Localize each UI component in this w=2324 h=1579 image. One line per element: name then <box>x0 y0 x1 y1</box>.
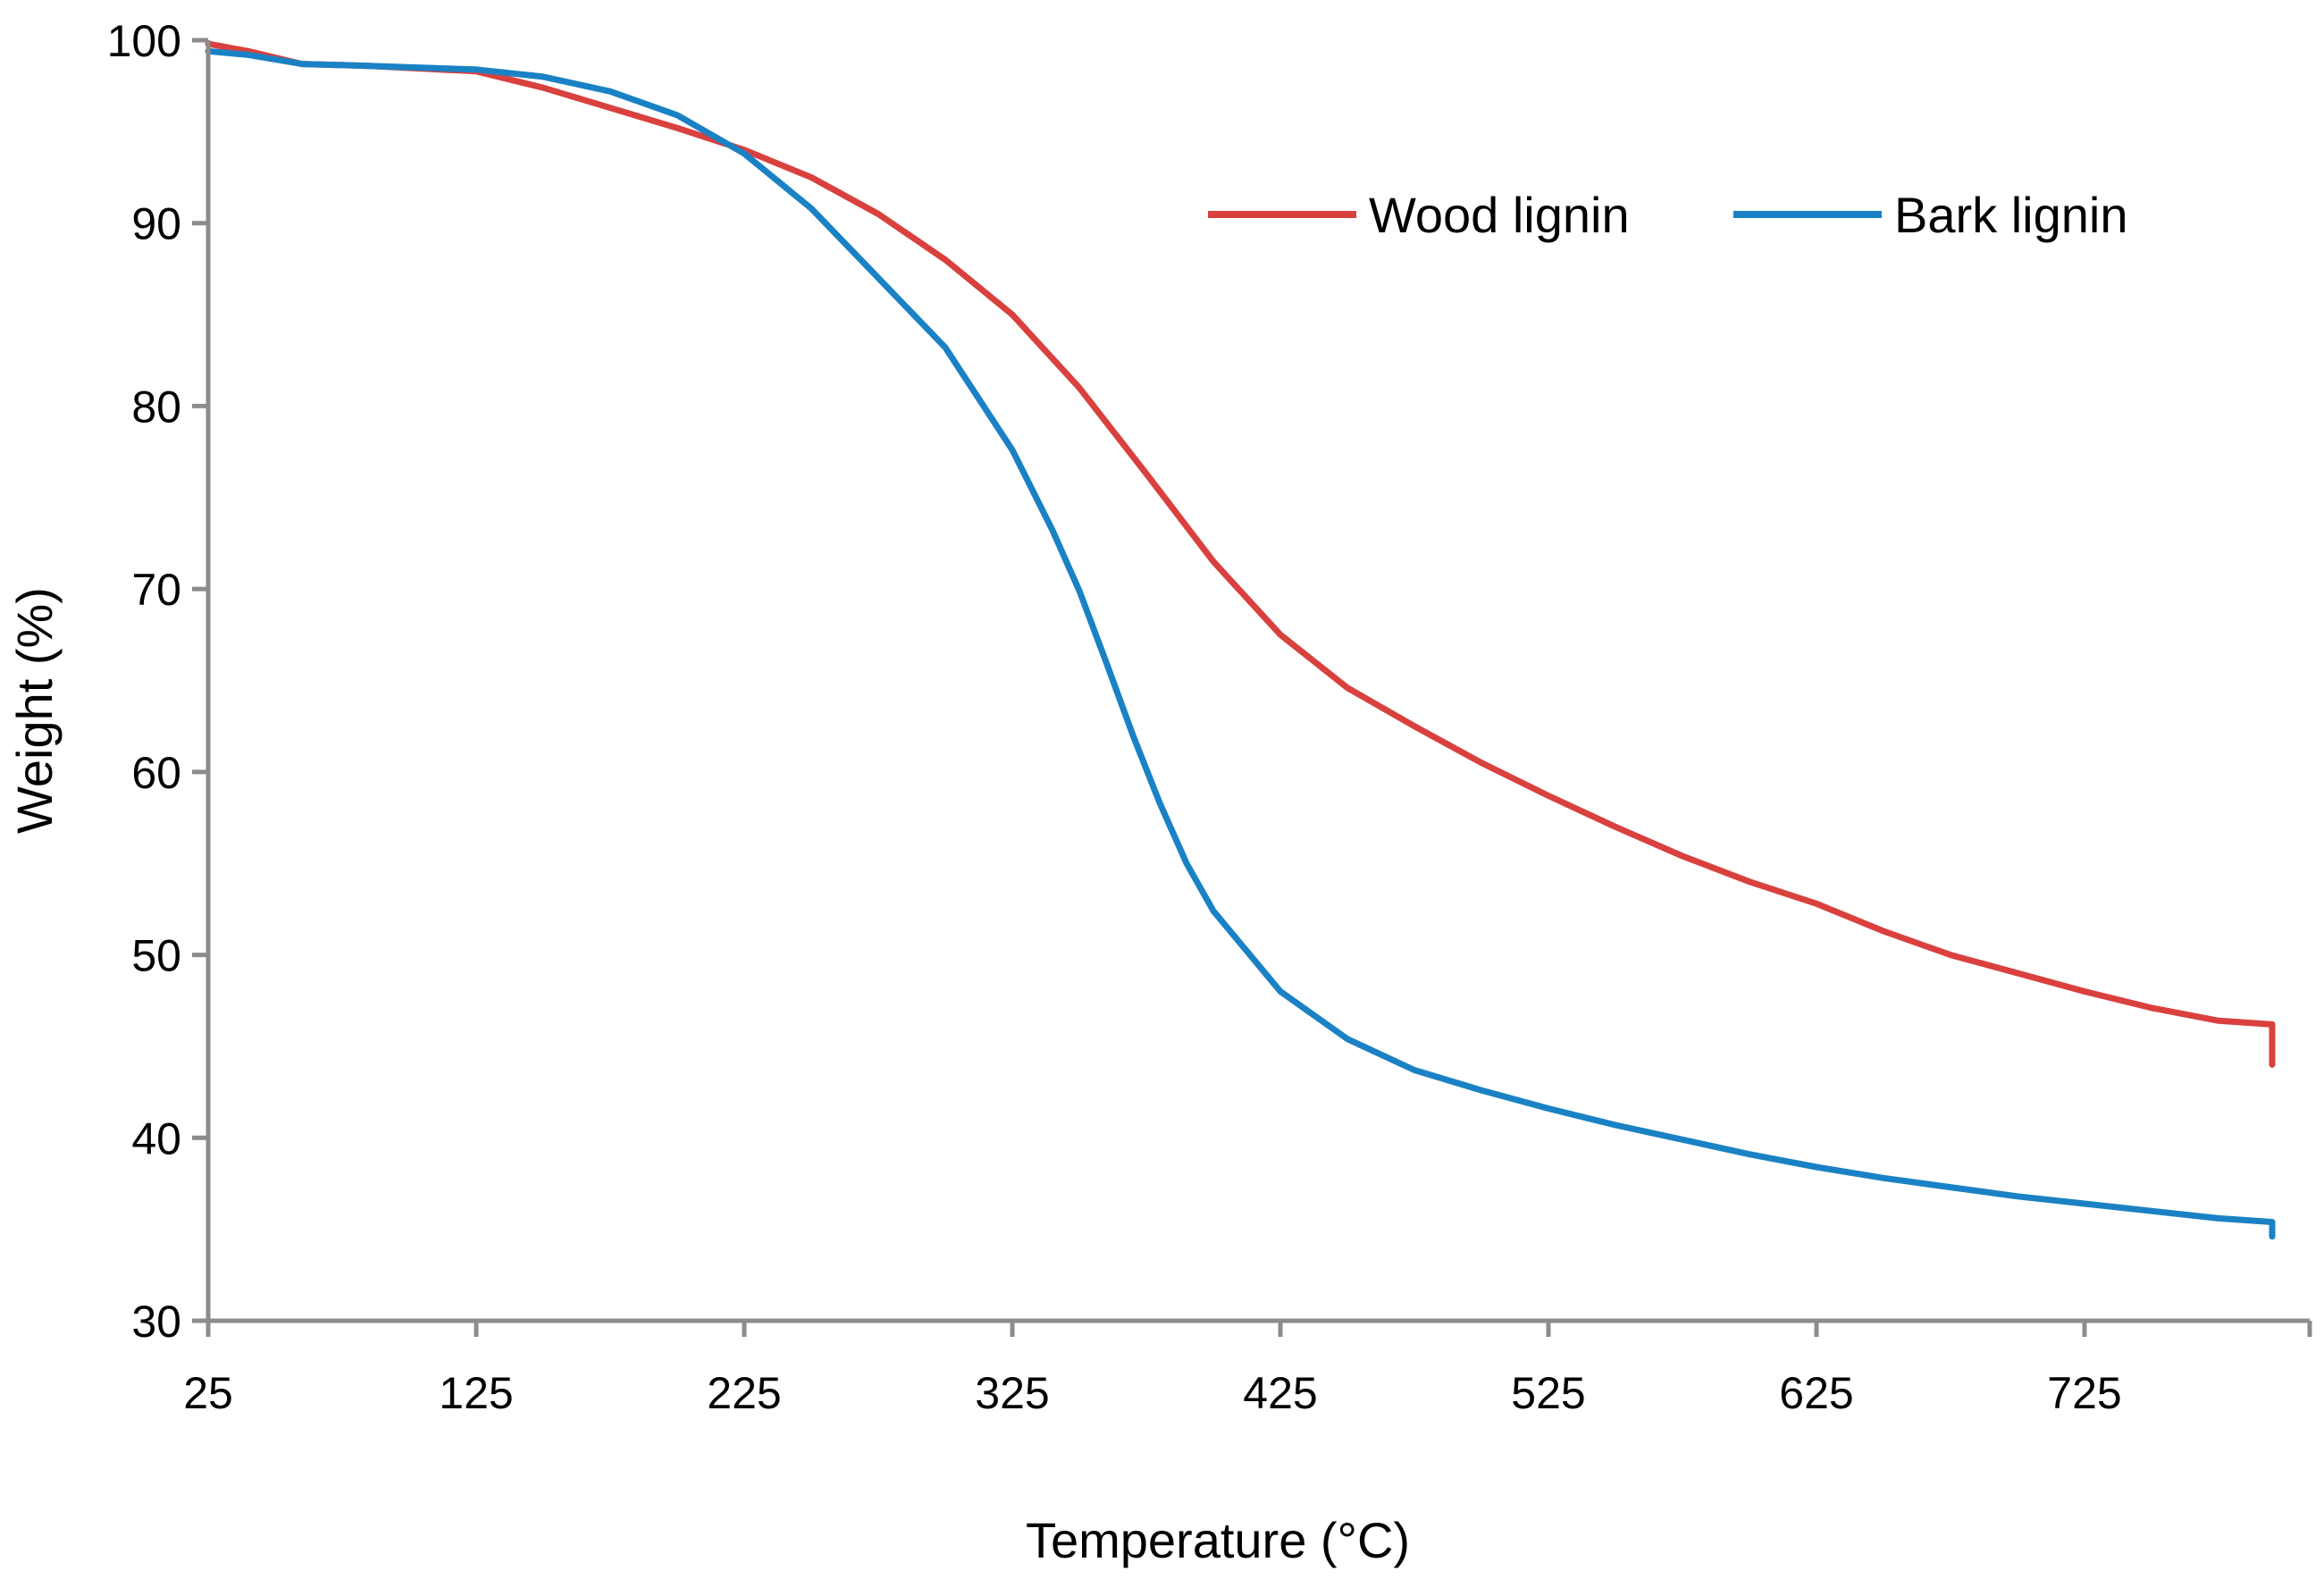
x-tick-label: 25 <box>183 1368 233 1418</box>
legend-label-bark-lignin: Bark lignin <box>1894 187 2127 243</box>
series-line-wood-lignin <box>205 40 2276 1068</box>
x-tick-label: 125 <box>439 1368 513 1418</box>
series-layer <box>205 40 2276 1240</box>
x-tick-label: 325 <box>975 1368 1049 1418</box>
x-axis-title: Temperature (°C) <box>1026 1512 1410 1568</box>
y-axis-title: Weight (%) <box>6 587 63 834</box>
x-tick-label: 225 <box>707 1368 781 1418</box>
x-tick-label: 725 <box>2047 1368 2121 1418</box>
ticks-layer: 30 40 50 60 70 80 90 100 25 125 225 325 425 525 625 725 <box>107 16 2312 1418</box>
y-tick-label: 40 <box>131 1113 181 1163</box>
y-tick-label: 50 <box>131 931 181 981</box>
y-tick-label: 100 <box>107 16 181 66</box>
legend[interactable]: Wood lignin Bark lignin <box>1208 187 2127 243</box>
y-tick-label: 30 <box>131 1297 181 1347</box>
axes-layer <box>206 40 2310 1323</box>
x-tick-label: 425 <box>1243 1368 1317 1418</box>
series-line-bark-lignin <box>205 47 2276 1240</box>
y-tick-label: 80 <box>131 382 181 432</box>
y-tick-label: 70 <box>131 565 181 615</box>
legend-label-wood-lignin: Wood lignin <box>1369 187 1630 243</box>
y-tick-label: 90 <box>131 199 181 249</box>
y-tick-label: 60 <box>131 748 181 798</box>
x-tick-label: 625 <box>1779 1368 1853 1418</box>
x-tick-label: 525 <box>1511 1368 1585 1418</box>
